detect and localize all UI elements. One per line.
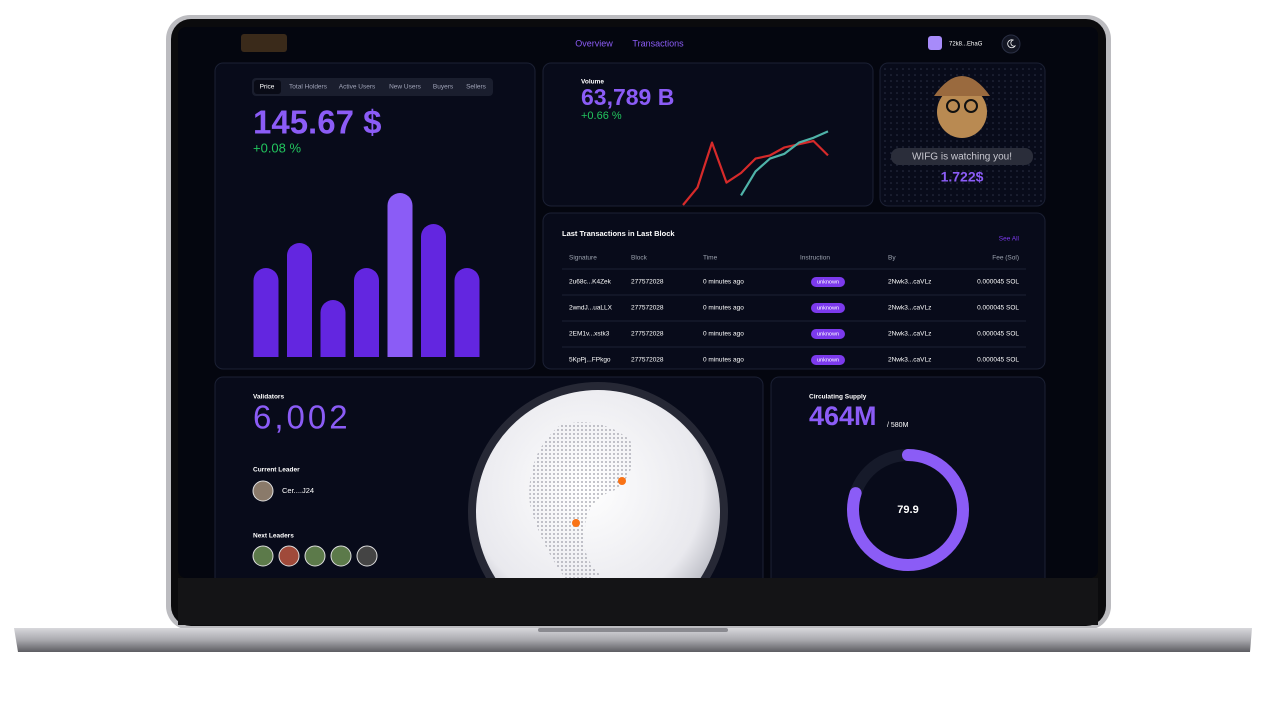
mascot-price: 1.722$ bbox=[941, 169, 984, 185]
column-header: Block bbox=[631, 255, 648, 262]
current-leader: Cer....J24 bbox=[282, 486, 314, 495]
column-header: Signature bbox=[569, 255, 597, 262]
node-marker bbox=[572, 519, 580, 527]
cell: 277572028 bbox=[631, 357, 664, 364]
notch bbox=[538, 628, 728, 632]
instruction-badge bbox=[811, 303, 845, 313]
cell: 5KpPj...FPkgo bbox=[569, 357, 611, 364]
cell: 2Nwk3...caVLz bbox=[888, 331, 931, 338]
instruction-badge bbox=[811, 355, 845, 365]
supply-total: / 580M bbox=[887, 422, 909, 429]
bar bbox=[454, 267, 480, 357]
nav-link[interactable]: Transactions bbox=[632, 38, 684, 48]
instruction-badge bbox=[811, 277, 845, 287]
column-header: By bbox=[888, 255, 896, 262]
nav-link[interactable]: Overview bbox=[575, 38, 613, 48]
price-value: 145.67 $ bbox=[253, 104, 381, 141]
cell: 2u68c...K4Zek bbox=[569, 279, 612, 286]
donut-label: 79.9 bbox=[897, 504, 918, 516]
mascot-caption: WIFG is watching you! bbox=[912, 152, 1012, 163]
volume-change: +0.66 % bbox=[581, 110, 622, 122]
leader-avatar bbox=[252, 480, 274, 502]
caption-pill bbox=[891, 148, 1033, 165]
instruction-badge bbox=[811, 329, 845, 339]
laptop-base bbox=[14, 628, 1252, 652]
validators-label: Validators bbox=[253, 394, 284, 401]
cell: 2EM1v...xstk3 bbox=[569, 331, 610, 338]
next-leaders-label: Next Leaders bbox=[253, 533, 294, 540]
column-header: Time bbox=[703, 255, 718, 262]
see-all-link[interactable]: See All bbox=[999, 236, 1020, 243]
bar bbox=[253, 267, 279, 357]
cell: 277572028 bbox=[631, 279, 664, 286]
bar bbox=[387, 193, 413, 357]
screen: Overview Transactions 72k8...EhaG Price T… bbox=[178, 27, 1098, 578]
moon-icon bbox=[1007, 39, 1016, 49]
supply-card bbox=[770, 376, 1046, 578]
cell: 0 minutes ago bbox=[703, 357, 744, 364]
bar bbox=[354, 267, 379, 357]
instruction: unknown bbox=[817, 279, 839, 285]
supply-label: Circulating Supply bbox=[809, 394, 867, 401]
tab[interactable]: New Users bbox=[389, 84, 422, 91]
tab[interactable]: Total Holders bbox=[289, 84, 328, 91]
current-leader-label: Current Leader bbox=[253, 467, 300, 474]
transactions-card bbox=[542, 212, 1046, 370]
globe bbox=[476, 390, 720, 578]
volume-line bbox=[682, 139, 829, 206]
active-tab bbox=[254, 80, 281, 94]
dog-hat bbox=[934, 76, 990, 96]
wallet-icon bbox=[928, 36, 942, 50]
keyboard bbox=[178, 578, 1098, 625]
column-header: Fee (Sol) bbox=[992, 255, 1019, 262]
tab[interactable]: Sellers bbox=[466, 84, 487, 91]
bar bbox=[287, 242, 312, 357]
instruction: unknown bbox=[817, 331, 839, 337]
glasses bbox=[946, 99, 960, 113]
bar bbox=[421, 224, 446, 357]
instruction: unknown bbox=[817, 357, 839, 363]
volume-value: 63,789 B bbox=[581, 84, 674, 110]
transactions-title: Last Transactions in Last Block bbox=[562, 229, 675, 238]
cell: 277572028 bbox=[631, 305, 664, 312]
cell: 2Nwk3...caVLz bbox=[888, 305, 931, 312]
dog-face bbox=[937, 86, 987, 138]
cell: 2Nwk3...caVLz bbox=[888, 357, 931, 364]
cell: 2Nwk3...caVLz bbox=[888, 279, 931, 286]
cell: 277572028 bbox=[631, 331, 664, 338]
node-marker bbox=[618, 477, 626, 485]
wallet-address[interactable]: 72k8...EhaG bbox=[949, 42, 983, 48]
price-change: +0.08 % bbox=[253, 140, 302, 155]
volume-label: Volume bbox=[581, 79, 604, 86]
tab[interactable]: Price bbox=[260, 84, 275, 91]
bar bbox=[320, 300, 346, 357]
cell: 0 minutes ago bbox=[703, 279, 744, 286]
glasses bbox=[964, 99, 978, 113]
cell: 0 minutes ago bbox=[703, 331, 744, 338]
validators-value: 6,002 bbox=[253, 399, 351, 436]
next-leader-avatars bbox=[252, 545, 378, 567]
instruction: unknown bbox=[817, 305, 839, 311]
volume-line bbox=[740, 130, 829, 196]
cell: 0.000045 SOL bbox=[977, 357, 1019, 364]
cell: 0.000045 SOL bbox=[977, 331, 1019, 338]
tab[interactable]: Buyers bbox=[433, 84, 454, 91]
cell: 0.000045 SOL bbox=[977, 279, 1019, 286]
logo bbox=[241, 34, 287, 52]
tab-bar bbox=[252, 78, 493, 96]
volume-card bbox=[542, 62, 874, 207]
donut-arc bbox=[847, 449, 969, 571]
cell: 0.000045 SOL bbox=[977, 305, 1019, 312]
tab[interactable]: Active Users bbox=[339, 84, 376, 91]
cell: 2wndJ...uaLLX bbox=[569, 305, 613, 312]
globe-land bbox=[529, 422, 633, 578]
cell: 0 minutes ago bbox=[703, 305, 744, 312]
column-header: Instruction bbox=[800, 255, 830, 262]
supply-value: 464M bbox=[809, 401, 877, 431]
